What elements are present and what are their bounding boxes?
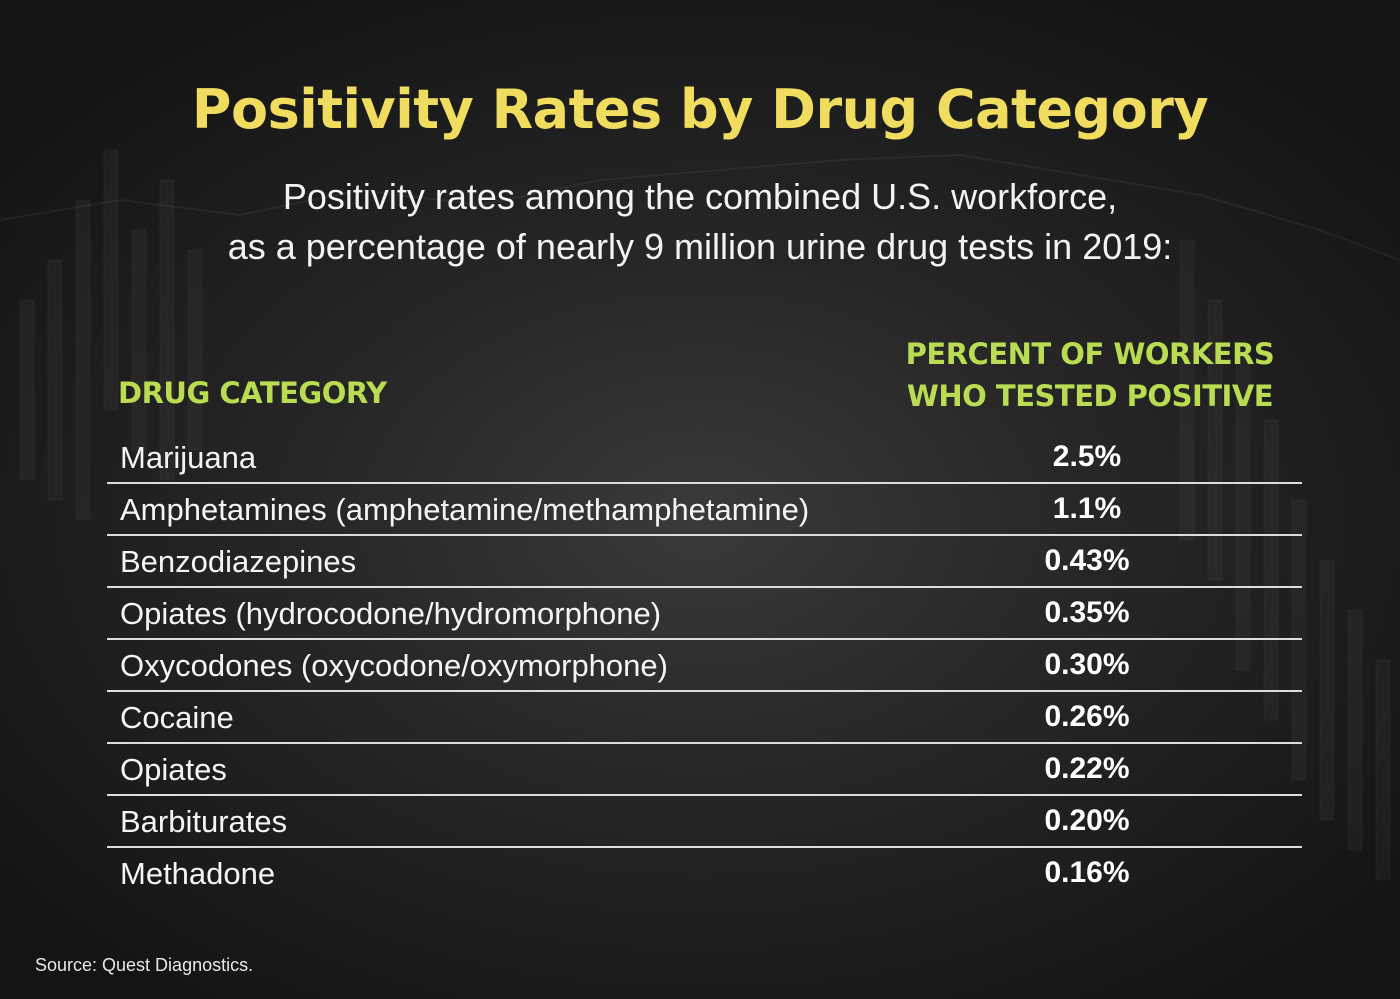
drug-category-cell: Opiates (hydrocodone/hydromorphone)	[120, 596, 662, 631]
column-header-drug-category: DRUG CATEGORY	[118, 376, 387, 410]
percent-cell: 0.43%	[1044, 544, 1130, 577]
subtitle: Positivity rates among the combined U.S.…	[0, 172, 1400, 272]
subtitle-line-1: Positivity rates among the combined U.S.…	[282, 176, 1118, 217]
percent-cell: 0.16%	[1044, 856, 1130, 889]
percent-cell: 0.22%	[1044, 752, 1130, 785]
percent-cell: 2.5%	[1052, 440, 1122, 473]
table-row: Cocaine 0.26%	[107, 692, 1302, 744]
column-header-percent-line-2: WHO TESTED POSITIVE	[906, 379, 1274, 413]
page-title: Positivity Rates by Drug Category	[191, 78, 1209, 141]
drug-category-cell: Benzodiazepines	[120, 544, 357, 579]
drug-category-cell: Amphetamines (amphetamine/methamphetamin…	[120, 492, 810, 527]
table-row: Opiates 0.22%	[107, 744, 1302, 796]
percent-cell: 1.1%	[1052, 492, 1122, 525]
column-header-percent-line-1: PERCENT OF WORKERS	[905, 337, 1275, 371]
drug-category-cell: Oxycodones (oxycodone/oxymorphone)	[120, 648, 668, 683]
source-note: Source: Quest Diagnostics.	[35, 955, 254, 975]
percent-cell: 0.35%	[1044, 596, 1130, 629]
drug-category-cell: Opiates	[120, 752, 227, 787]
table-row: Amphetamines (amphetamine/methamphetamin…	[107, 484, 1302, 536]
percent-cell: 0.30%	[1044, 648, 1130, 681]
subtitle-line-2: as a percentage of nearly 9 million urin…	[227, 226, 1173, 267]
table-row: Methadone 0.16%	[107, 848, 1302, 898]
table-row: Oxycodones (oxycodone/oxymorphone) 0.30%	[107, 640, 1302, 692]
drug-category-cell: Marijuana	[120, 440, 257, 475]
drug-table: Marijuana 2.5% Amphetamines (amphetamine…	[107, 432, 1302, 898]
percent-cell: 0.20%	[1044, 804, 1130, 837]
column-header-percent: PERCENT OF WORKERS WHO TESTED POSITIVE	[880, 333, 1300, 417]
table-row: Barbiturates 0.20%	[107, 796, 1302, 848]
drug-category-cell: Methadone	[120, 856, 276, 891]
table-row: Marijuana 2.5%	[107, 432, 1302, 484]
table-row: Benzodiazepines 0.43%	[107, 536, 1302, 588]
drug-category-cell: Cocaine	[120, 700, 234, 735]
table-row: Opiates (hydrocodone/hydromorphone) 0.35…	[107, 588, 1302, 640]
drug-category-cell: Barbiturates	[120, 804, 288, 839]
percent-cell: 0.26%	[1044, 700, 1130, 733]
